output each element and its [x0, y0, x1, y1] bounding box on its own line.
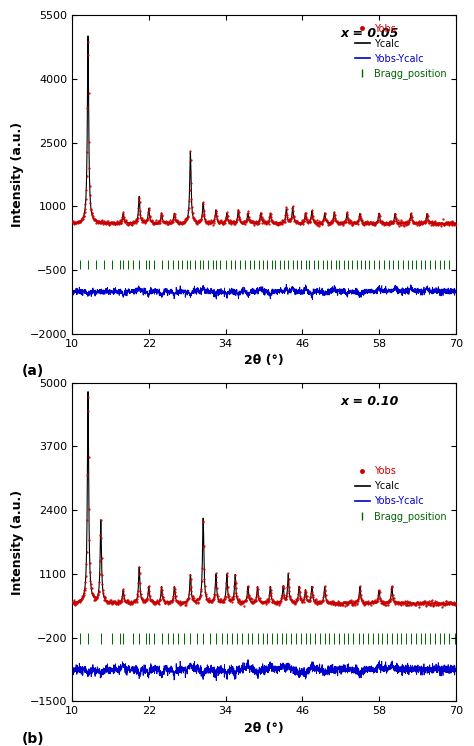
- Text: (b): (b): [22, 732, 45, 746]
- Legend: Yobs, Ycalc, Yobs-Ycalc, Bragg_position: Yobs, Ycalc, Yobs-Ycalc, Bragg_position: [351, 463, 451, 526]
- X-axis label: 2θ (°): 2θ (°): [244, 722, 284, 735]
- Y-axis label: Intensity (a.u.): Intensity (a.u.): [11, 122, 24, 227]
- Legend: Yobs, Ycalc, Yobs-Ycalc, Bragg_position: Yobs, Ycalc, Yobs-Ycalc, Bragg_position: [351, 20, 451, 84]
- Text: (a): (a): [22, 364, 45, 378]
- Text: x = 0.10: x = 0.10: [341, 395, 399, 408]
- Text: x = 0.05: x = 0.05: [341, 28, 399, 40]
- Y-axis label: Intensity (a.u.): Intensity (a.u.): [11, 489, 24, 595]
- X-axis label: 2θ (°): 2θ (°): [244, 354, 284, 367]
